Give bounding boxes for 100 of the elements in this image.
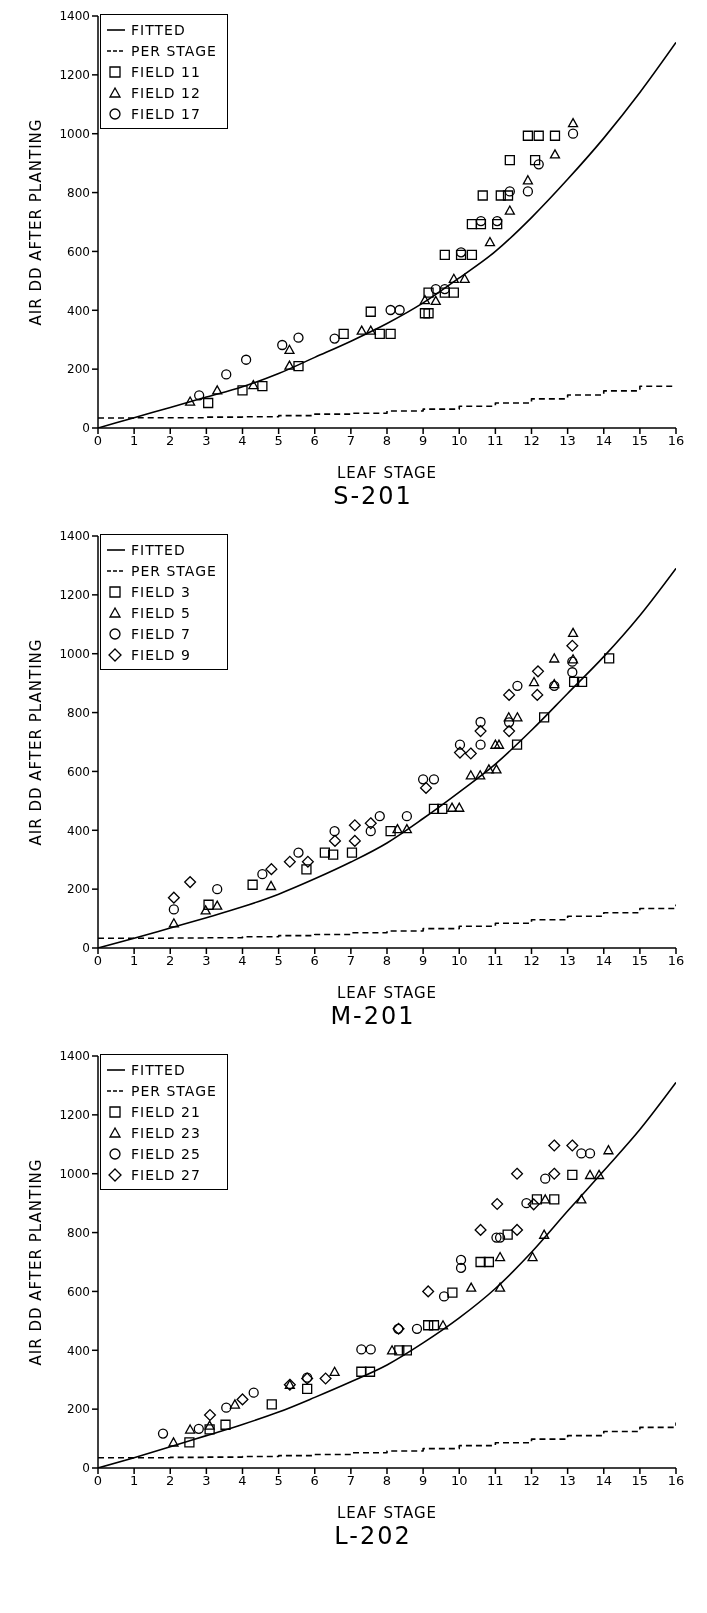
y-tick-label: 1200 <box>59 1108 90 1123</box>
point <box>184 1437 195 1448</box>
legend-label: PER STAGE <box>131 562 217 579</box>
y-axis-title: AIR DD AFTER PLANTING <box>27 638 46 846</box>
point <box>566 1139 579 1152</box>
y-tick-label: 1000 <box>59 646 90 661</box>
point <box>348 819 361 832</box>
x-tick-label: 5 <box>274 953 283 969</box>
x-tick-label: 3 <box>202 1473 211 1489</box>
legend-label: FIELD 7 <box>131 625 191 642</box>
point <box>549 1194 560 1205</box>
point <box>584 1148 596 1159</box>
point <box>184 1424 196 1434</box>
point <box>548 1167 561 1180</box>
point <box>193 1423 204 1434</box>
x-tick-label: 13 <box>559 1473 576 1489</box>
point <box>604 653 615 664</box>
point <box>527 1198 540 1211</box>
point <box>448 287 459 298</box>
legend-label: FIELD 21 <box>131 1103 201 1120</box>
x-tick-label: 13 <box>559 953 576 969</box>
point <box>364 817 377 830</box>
x-tick-label: 11 <box>487 1473 504 1489</box>
point <box>494 1282 506 1292</box>
point <box>423 1320 434 1331</box>
x-tick-label: 2 <box>166 433 175 449</box>
point <box>338 328 349 339</box>
x-tick-label: 10 <box>450 433 468 449</box>
point <box>200 905 211 915</box>
legend-label: FIELD 27 <box>131 1166 201 1183</box>
point <box>531 665 545 678</box>
x-tick-label: 11 <box>487 953 504 969</box>
legend-label: FIELD 12 <box>131 84 201 101</box>
point <box>477 190 488 201</box>
point <box>293 332 304 343</box>
y-tick-label: 600 <box>67 764 90 779</box>
point <box>428 774 440 785</box>
point <box>531 1194 543 1205</box>
point <box>454 739 466 750</box>
point <box>229 1399 241 1409</box>
legend-label: FIELD 25 <box>131 1145 201 1162</box>
point <box>483 1256 495 1268</box>
x-tick-label: 1 <box>129 953 139 969</box>
y-tick-label: 400 <box>67 823 90 838</box>
point <box>385 304 396 316</box>
x-tick-label: 5 <box>274 433 283 449</box>
y-tick-label: 400 <box>67 1343 90 1358</box>
point <box>603 1145 614 1155</box>
point <box>549 130 561 141</box>
point <box>203 397 214 409</box>
point <box>265 880 277 891</box>
point <box>364 1366 376 1377</box>
legend-label: FIELD 17 <box>131 105 201 122</box>
point <box>454 802 465 812</box>
point <box>584 1169 596 1180</box>
point <box>503 688 516 701</box>
point <box>540 1173 551 1184</box>
point <box>329 1366 340 1377</box>
legend-label: PER STAGE <box>131 1082 217 1099</box>
x-tick-label: 0 <box>93 953 103 969</box>
point <box>422 1285 435 1298</box>
point <box>237 385 248 396</box>
x-tick-label: 6 <box>310 953 319 969</box>
point <box>419 308 431 319</box>
text: S-201 <box>332 482 414 510</box>
point <box>204 1420 215 1430</box>
y-tick-label: 800 <box>67 1225 90 1240</box>
x-tick-label: 8 <box>382 1473 392 1489</box>
x-tick-label: 7 <box>346 433 356 449</box>
point <box>394 304 405 316</box>
point <box>464 747 477 760</box>
point <box>248 1387 259 1398</box>
point <box>184 396 196 406</box>
point <box>204 1424 215 1435</box>
point <box>168 1437 179 1447</box>
x-tick-label: 4 <box>238 433 247 449</box>
x-tick-label: 9 <box>418 433 428 449</box>
point <box>566 639 579 652</box>
point <box>385 328 396 339</box>
x-tick-label: 2 <box>166 953 175 969</box>
y-axis-title: AIR DD AFTER PLANTING <box>27 118 46 326</box>
point <box>503 725 516 738</box>
point <box>356 325 367 335</box>
point <box>511 1167 524 1180</box>
point <box>567 667 578 678</box>
point <box>504 205 515 215</box>
legend-label: FIELD 9 <box>131 646 191 663</box>
x-axis-title: LEAF STAGE <box>336 464 438 482</box>
point <box>533 130 544 141</box>
point <box>567 627 579 638</box>
point <box>385 826 396 837</box>
point <box>549 653 560 663</box>
point <box>475 1256 486 1268</box>
point <box>446 802 458 812</box>
point <box>538 712 550 723</box>
point <box>301 864 312 875</box>
x-tick-label: 0 <box>93 1473 103 1489</box>
y-tick-label: 200 <box>67 1402 90 1417</box>
point <box>548 1139 561 1152</box>
point <box>484 236 496 247</box>
